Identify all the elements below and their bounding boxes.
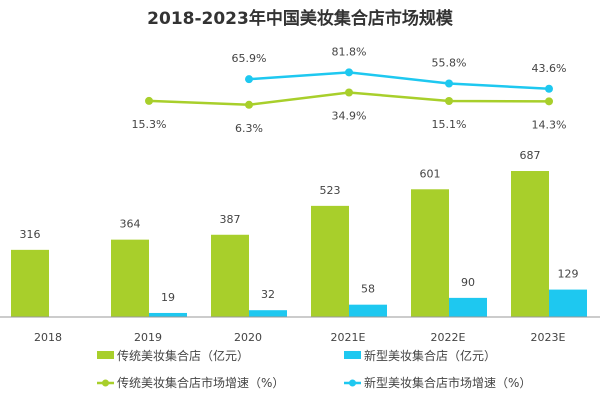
line-point (245, 75, 253, 84)
bar-traditional (11, 249, 49, 317)
line-point (545, 84, 553, 93)
bar-traditional (511, 171, 549, 317)
legend-item: 新型美妆集合店（亿元） (344, 348, 496, 363)
bar-new (349, 304, 387, 317)
legend-swatch (97, 351, 114, 359)
x-tick-label: 2018 (34, 331, 62, 344)
x-tick-label: 2021E (331, 331, 366, 344)
bar-new (149, 312, 187, 317)
line-new-growth (248, 71, 550, 91)
legend-label: 传统美妆集合店市场增速（%） (117, 375, 284, 390)
legend-swatch (344, 351, 361, 359)
bar-traditional (411, 189, 449, 317)
line-value-label: 6.3% (235, 122, 263, 135)
bar-value-label: 687 (520, 149, 541, 162)
bar-traditional (311, 205, 349, 317)
line-value-label: 43.6% (532, 62, 567, 75)
bar-traditional (211, 234, 249, 317)
x-tick-label: 2023E (531, 331, 566, 344)
bar-new (249, 310, 287, 317)
bar-value-label: 19 (161, 291, 175, 304)
line-point (345, 68, 353, 77)
legend-marker (349, 379, 356, 387)
bar-new (449, 297, 487, 317)
line-point (345, 88, 353, 97)
line-point (545, 97, 553, 106)
x-tick-label: 2022E (431, 331, 466, 344)
bar-new (549, 289, 587, 317)
legend-item: 新型美妆集合店市场增速（%） (344, 375, 531, 390)
bar-value-label: 523 (320, 184, 341, 197)
line-point (145, 96, 153, 105)
legend-item: 传统美妆集合店市场增速（%） (97, 375, 284, 390)
bar-value-label: 316 (20, 228, 41, 241)
line-value-label: 15.3% (132, 118, 167, 131)
x-tick-label: 2020 (234, 331, 262, 344)
legend-label: 新型美妆集合店（亿元） (364, 348, 496, 363)
bar-traditional (111, 239, 149, 317)
bar-value-label: 58 (361, 283, 375, 296)
legend-label: 新型美妆集合店市场增速（%） (364, 375, 531, 390)
chart-title: 2018-2023年中国美妆集合店市场规模 (147, 8, 454, 29)
bar-value-label: 90 (461, 276, 475, 289)
line-value-label: 34.9% (332, 109, 367, 122)
line-point (445, 79, 453, 88)
legend-label: 传统美妆集合店（亿元） (117, 348, 249, 363)
bar-value-label: 364 (120, 218, 141, 231)
line-value-label: 81.8% (332, 45, 367, 58)
bar-value-label: 32 (261, 288, 275, 301)
line-point (245, 100, 253, 109)
line-value-label: 55.8% (432, 57, 467, 70)
line-value-label: 14.3% (532, 118, 567, 131)
x-tick-label: 2019 (134, 331, 162, 344)
bar-value-label: 129 (558, 268, 579, 281)
line-value-label: 15.1% (432, 118, 467, 131)
line-value-label: 65.9% (232, 52, 267, 65)
bar-value-label: 601 (420, 167, 441, 180)
legend-marker (102, 379, 109, 387)
legend-item: 传统美妆集合店（亿元） (97, 348, 249, 363)
line-point (445, 97, 453, 106)
bar-value-label: 387 (220, 213, 241, 226)
